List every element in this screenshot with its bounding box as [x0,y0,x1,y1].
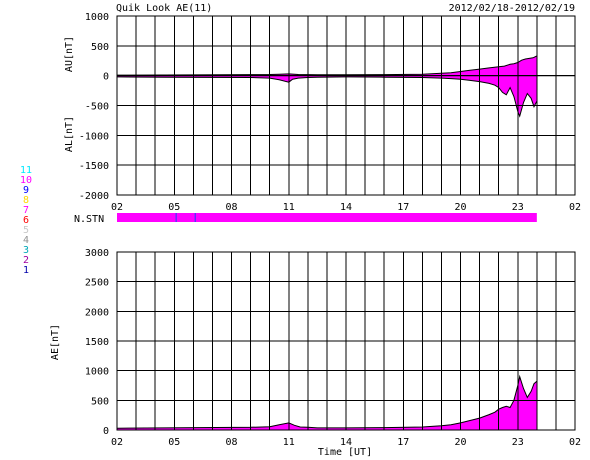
x-tick-label: 23 [512,437,524,448]
y-tick-label: -1000 [79,131,109,142]
y-tick-label: 500 [91,42,109,53]
x-tick-label: 11 [283,437,295,448]
x-tick-label: 02 [111,202,123,213]
y-tick-label: 1000 [85,367,109,378]
y-tick-label: 1500 [85,337,109,348]
y-tick-label: 2000 [85,307,109,318]
x-tick-label: 02 [111,437,123,448]
x-tick-label: 20 [454,437,466,448]
x-tick-label: 05 [168,437,180,448]
au-al-panel: 1000 500 0 -500 -1000 -1500 -2000 02 05 08 11 14 17… [64,12,581,213]
x-tick-label: 02 [569,202,581,213]
y-tick-label: 0 [103,426,109,437]
station-panel: N.STN [74,213,537,225]
y-tick-label: 2500 [85,278,109,289]
x-tick-label: 23 [512,202,524,213]
legend-label: 10 [20,175,32,186]
legend-label: 11 [20,165,32,176]
x-tick-label: 14 [340,437,352,448]
legend-label: 6 [23,215,29,226]
legend-label: 5 [23,225,29,236]
legend-label: 3 [23,245,29,256]
x-tick-label: 08 [225,437,237,448]
ae-axis-label: AE[nT] [50,324,61,360]
y-tick-label: 500 [91,396,109,407]
series-au-line [116,55,538,76]
date-range: 2012/02/18-2012/02/19 [449,3,575,14]
y-tick-label: -1500 [79,161,109,172]
legend-label: 8 [23,195,29,206]
x-tick-label: 11 [283,202,295,213]
x-tick-label: 17 [397,202,409,213]
chart-title: Quik Look AE(11) [116,3,212,14]
ae-fill-area [117,376,537,430]
x-tick-label: 02 [569,437,581,448]
legend-label: 7 [23,205,29,216]
legend-label: 1 [23,265,29,276]
y-tick-label: 3000 [85,248,109,259]
y-tick-label: 1000 [85,12,109,23]
x-tick-label: 05 [168,202,180,213]
ae-panel: 3000 2500 2000 1500 1000 500 0 02 05 08 11 14 17 20 2… [50,248,581,458]
x-axis-title: Time [UT] [318,447,372,458]
al-axis-label: AL[nT] [64,116,75,152]
x-tick-label: 20 [454,202,466,213]
plot-frame [116,251,576,431]
x-tick-label: 14 [340,202,352,213]
y-tick-label: -500 [85,102,109,113]
legend-label: 2 [23,255,29,266]
series-ae-line [116,374,538,429]
plot-frame [116,15,576,196]
x-tick-label: 08 [225,202,237,213]
station-coverage-bar [117,213,537,222]
y-tick-label: 0 [103,72,109,83]
legend-label: 9 [23,185,29,196]
n-stn-label: N.STN [74,214,104,225]
y-tick-label: -2000 [79,191,109,202]
series-al-line [116,76,538,118]
legend-label: 4 [23,235,29,246]
x-tick-label: 17 [397,437,409,448]
au-axis-label: AU[nT] [64,36,75,72]
